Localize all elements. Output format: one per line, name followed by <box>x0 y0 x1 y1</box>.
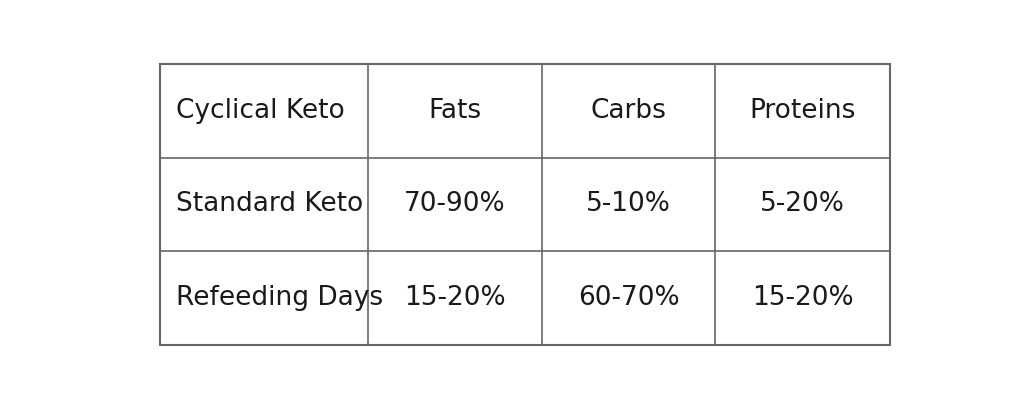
Text: 5-20%: 5-20% <box>760 192 845 217</box>
Text: 60-70%: 60-70% <box>578 285 679 311</box>
Text: Cyclical Keto: Cyclical Keto <box>176 98 344 124</box>
Text: 70-90%: 70-90% <box>403 192 506 217</box>
Text: Refeeding Days: Refeeding Days <box>176 285 383 311</box>
Text: 15-20%: 15-20% <box>403 285 506 311</box>
Text: Carbs: Carbs <box>591 98 667 124</box>
Text: Standard Keto: Standard Keto <box>176 192 362 217</box>
Bar <box>160 64 890 345</box>
Text: 5-10%: 5-10% <box>586 192 671 217</box>
Text: Proteins: Proteins <box>750 98 856 124</box>
Text: 15-20%: 15-20% <box>752 285 853 311</box>
Text: Fats: Fats <box>428 98 481 124</box>
